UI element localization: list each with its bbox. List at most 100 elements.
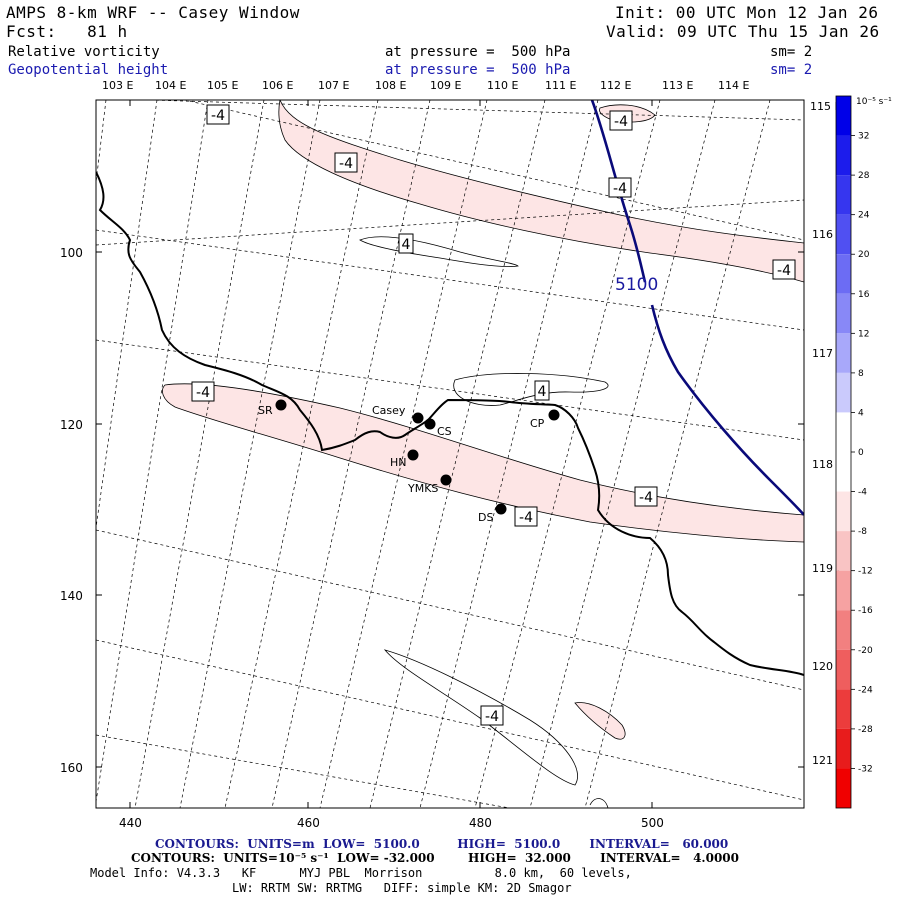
station-ymks: YMKS <box>407 474 452 495</box>
station-hn: HN <box>390 449 419 469</box>
svg-text:-4: -4 <box>211 108 225 124</box>
longitude-label: 103 E <box>102 79 133 92</box>
colorbar-label: -24 <box>858 685 873 695</box>
colorbar-label: -28 <box>858 725 873 735</box>
longitude-label: 113 E <box>662 79 693 92</box>
contour-label: -4 <box>334 152 358 173</box>
colorbar-label: -8 <box>858 527 867 537</box>
vorticity-negative-band-north <box>278 100 804 283</box>
meridian-line <box>224 100 379 808</box>
colorbar-segment <box>836 175 851 215</box>
colorbar-segment <box>836 293 851 334</box>
meridian-line <box>96 100 158 531</box>
svg-text:4: 4 <box>402 237 411 253</box>
forecast-hour: Fcst: 81 h <box>6 22 128 41</box>
longitude-label: 108 E <box>375 79 406 92</box>
colorbar-label: 32 <box>858 132 869 142</box>
vorticity-positive-contour-2 <box>453 373 609 406</box>
latitude-line <box>182 100 804 241</box>
meridian-line <box>419 100 599 808</box>
field1-level: at pressure = 500 hPa <box>385 44 571 60</box>
colorbar-segment <box>836 610 851 650</box>
svg-text:DS: DS <box>478 511 493 524</box>
meridian-line <box>474 100 661 808</box>
y-tick-label: 160 <box>60 761 83 775</box>
y-tick-label: 120 <box>60 418 83 432</box>
colorbar-label: -16 <box>858 606 873 616</box>
contour-label: -4 <box>609 110 633 131</box>
field1-smooth: sm= 2 <box>770 44 813 60</box>
field2-name: Geopotential height <box>8 62 169 78</box>
valid-time: Valid: 09 UTC Thu 15 Jan 26 <box>606 22 880 41</box>
colorbar-segment <box>836 452 851 492</box>
meridian-line <box>529 100 716 808</box>
colorbar-label: 8 <box>858 369 864 379</box>
footer-model-info: Model Info: V4.3.3 KF MYJ PBL Morrison 8… <box>90 866 632 880</box>
colorbar-segment <box>836 254 851 294</box>
field2-level: at pressure = 500 hPa <box>385 62 571 78</box>
contour-label: -4 <box>514 506 538 527</box>
colorbar-units: 10⁻⁵ s⁻¹ <box>856 97 892 107</box>
x-tick-label: 480 <box>469 816 492 830</box>
station-casey: Casey <box>372 404 424 424</box>
x-tick-label: 500 <box>641 816 664 830</box>
colorbar-segment <box>836 768 851 808</box>
longitude-label: 110 E <box>487 79 518 92</box>
colorbar-label: 28 <box>858 171 870 181</box>
longitude-label: 111 E <box>545 79 576 92</box>
contour-label: -4 <box>772 259 796 280</box>
colorbar-segment <box>836 372 851 413</box>
colorbar-segment <box>836 333 851 373</box>
longitude-label: 109 E <box>430 79 461 92</box>
x-tick-label: 440 <box>119 816 142 830</box>
latitude-line <box>96 199 804 246</box>
x-tick-label: 460 <box>297 816 320 830</box>
longitude-label: 107 E <box>318 79 349 92</box>
vorticity-positive-contour-1 <box>359 236 519 268</box>
svg-text:HN: HN <box>390 456 407 469</box>
contour-label: -4 <box>206 104 230 125</box>
field2-smooth: sm= 2 <box>770 62 813 78</box>
colorbar-label: 12 <box>858 329 869 339</box>
colorbar-segment <box>836 649 851 690</box>
svg-text:SR: SR <box>258 404 273 417</box>
colorbar-label: -4 <box>858 488 867 498</box>
colorbar-label: -20 <box>858 646 873 656</box>
colorbar-segment <box>836 214 851 255</box>
station-cs: CS <box>424 418 452 438</box>
meridian-line <box>179 100 321 808</box>
y-tick-label: 100 <box>60 246 83 260</box>
colorbar-label: 20 <box>858 250 870 260</box>
y-tick-label: 140 <box>60 589 83 603</box>
field1-name: Relative vorticity <box>8 44 160 60</box>
svg-text:-4: -4 <box>777 263 791 279</box>
colorbar-segment <box>836 135 851 176</box>
contour-label: -4 <box>191 381 215 402</box>
longitude-label: 112 E <box>600 79 631 92</box>
station-cp: CP <box>530 409 560 430</box>
footer-physics-info: LW: RRTM SW: RRTMG DIFF: simple KM: 2D S… <box>232 881 572 895</box>
colorbar-label: 24 <box>858 211 870 221</box>
meridian-line <box>96 100 209 804</box>
longitude-label: 114 E <box>718 79 749 92</box>
latitude-line <box>96 529 804 691</box>
svg-text:-4: -4 <box>639 490 653 506</box>
longitude-label: 105 E <box>207 79 238 92</box>
map-title: AMPS 8-km WRF -- Casey Window <box>6 3 300 22</box>
vorticity-positive-contour-4 <box>589 798 609 808</box>
latitude-line <box>149 100 804 121</box>
colorbar-segment <box>836 689 851 729</box>
svg-text:-4: -4 <box>196 385 210 401</box>
colorbar-label: 16 <box>858 290 870 300</box>
vorticity-negative-patch-se <box>574 702 626 740</box>
colorbar-segment <box>836 491 851 532</box>
svg-text:-4: -4 <box>613 181 627 197</box>
svg-text:-4: -4 <box>519 510 533 526</box>
footer-height-contours: CONTOURS: UNITS=m LOW= 5100.0 HIGH= 5100… <box>155 837 729 851</box>
colorbar: 10⁻⁵ s⁻¹ 32 28 24 20 16 12 8 4 0 -4 -8 -12 -16 -20 -24 -… <box>835 95 892 809</box>
meridian-line <box>96 100 107 186</box>
init-time: Init: 00 UTC Mon 12 Jan 26 <box>615 3 879 22</box>
meridian-line <box>319 100 488 808</box>
colorbar-label: 0 <box>858 448 864 458</box>
